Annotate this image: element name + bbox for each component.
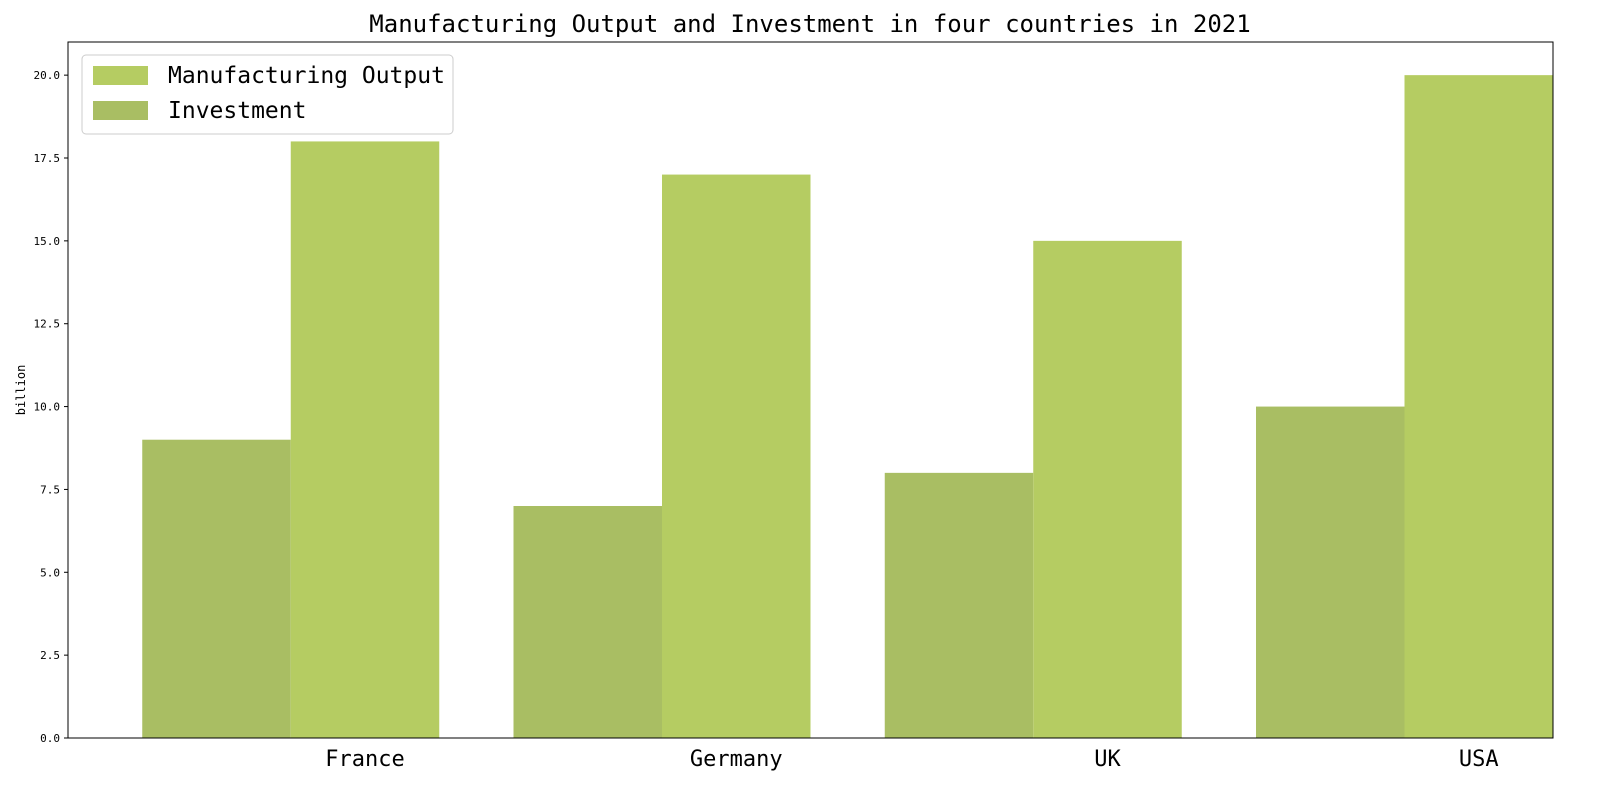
bar-manufacturing-output (290, 141, 440, 738)
bar-investment (1256, 406, 1405, 738)
legend-swatch (93, 101, 148, 120)
bar-investment (142, 439, 291, 738)
plot-area (67, 41, 1554, 739)
y-tick-label: 20.0 (34, 69, 61, 82)
bar-investment (513, 506, 662, 738)
bar-manufacturing-output (662, 174, 811, 739)
chart-title: Manufacturing Output and Investment in f… (369, 10, 1250, 38)
y-tick-label: 17.5 (34, 152, 61, 165)
legend-box (81, 54, 454, 135)
x-axis: France Germany UK USA (325, 747, 1498, 772)
x-tick-label: USA (1459, 747, 1499, 772)
legend: Manufacturing Output Investment (81, 54, 454, 135)
x-tick-label: UK (1094, 747, 1121, 772)
y-tick-label: 10.0 (34, 401, 61, 414)
bar-investment (884, 472, 1034, 738)
bar-manufacturing-output (1404, 75, 1553, 738)
bar-manufacturing-output (1033, 240, 1182, 738)
x-tick-label: France (325, 747, 404, 772)
y-axis: 0.0 2.5 5.0 7.5 10.0 12.5 15.0 17.5 20.0 (34, 69, 68, 745)
legend-label: Investment (168, 98, 306, 124)
y-tick-label: 5.0 (40, 566, 60, 579)
y-tick-label: 2.5 (40, 649, 60, 662)
y-tick-label: 7.5 (40, 483, 60, 496)
legend-label: Manufacturing Output (168, 63, 445, 89)
y-tick-label: 0.0 (40, 732, 60, 745)
y-tick-label: 15.0 (34, 235, 61, 248)
x-tick-label: Germany (690, 747, 783, 772)
y-tick-label: 12.5 (34, 318, 61, 331)
plot-frame (67, 41, 1554, 739)
y-axis-label: billion (14, 365, 28, 416)
legend-swatch (93, 66, 148, 85)
